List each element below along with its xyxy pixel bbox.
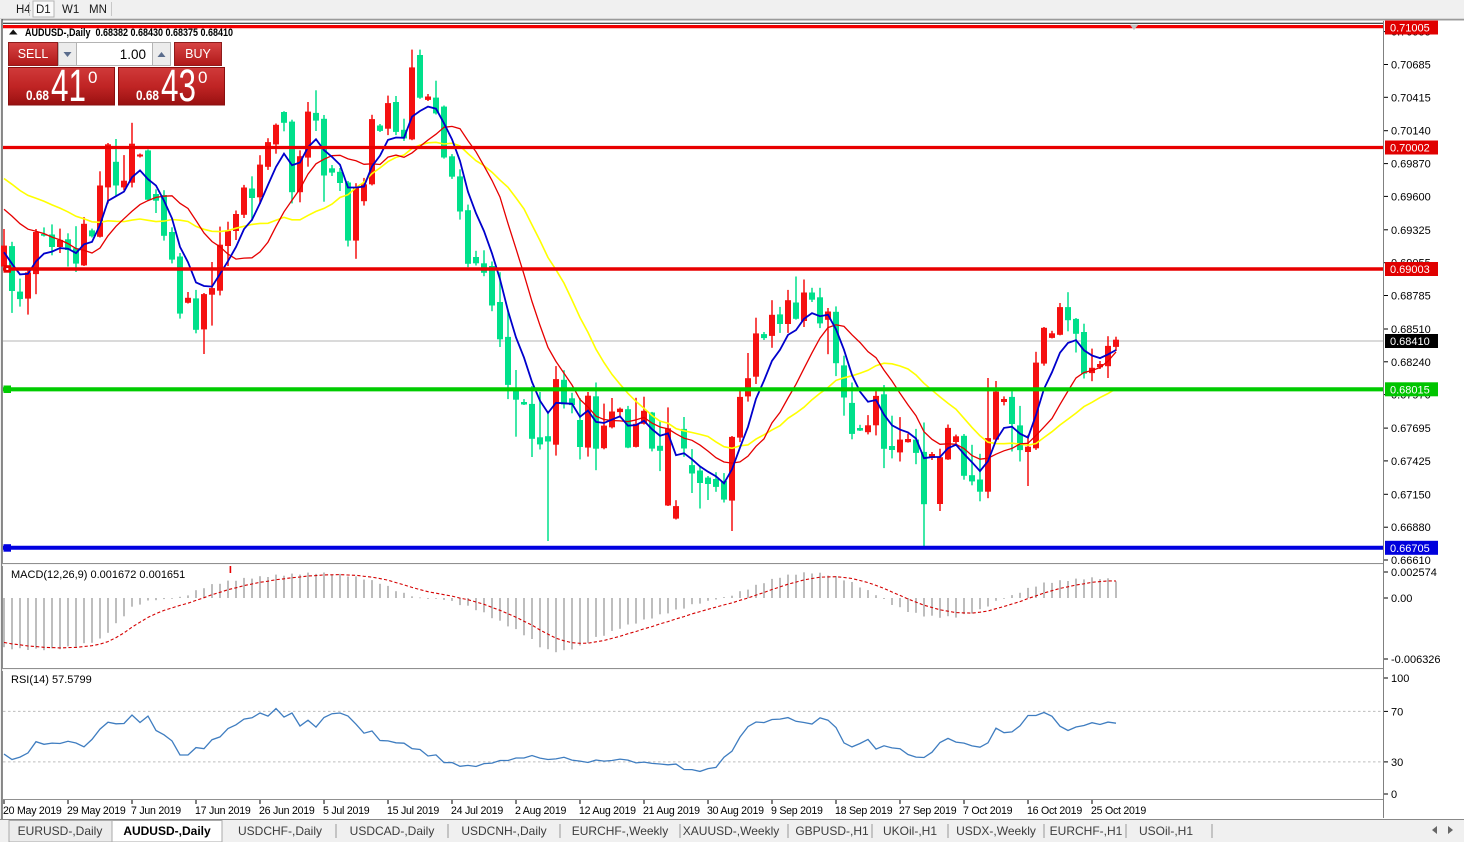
svg-text:W1: W1: [62, 4, 79, 16]
svg-text:0.68240: 0.68240: [1391, 357, 1431, 369]
svg-text:70: 70: [1391, 706, 1403, 718]
svg-text:0.70140: 0.70140: [1391, 126, 1431, 138]
svg-text:12 Aug 2019: 12 Aug 2019: [579, 805, 636, 817]
svg-text:D1: D1: [36, 4, 51, 16]
svg-text:20 May 2019: 20 May 2019: [3, 805, 62, 817]
svg-text:7 Oct 2019: 7 Oct 2019: [963, 805, 1013, 817]
svg-text:0.69325: 0.69325: [1391, 225, 1431, 237]
svg-text:17 Jun 2019: 17 Jun 2019: [195, 805, 251, 817]
svg-text:0: 0: [88, 68, 97, 87]
svg-text:15 Jul 2019: 15 Jul 2019: [387, 805, 439, 817]
svg-text:EURCHF-,Weekly: EURCHF-,Weekly: [572, 824, 668, 838]
svg-text:0.68785: 0.68785: [1391, 291, 1431, 303]
svg-text:18 Sep 2019: 18 Sep 2019: [835, 805, 893, 817]
svg-text:UKOil-,H1: UKOil-,H1: [883, 824, 937, 838]
svg-text:GBPUSD-,H1: GBPUSD-,H1: [795, 824, 869, 838]
svg-text:RSI(14) 57.5799: RSI(14) 57.5799: [11, 674, 92, 686]
svg-text:30 Aug 2019: 30 Aug 2019: [707, 805, 764, 817]
svg-text:26 Jun 2019: 26 Jun 2019: [259, 805, 315, 817]
svg-text:0.67150: 0.67150: [1391, 489, 1431, 501]
svg-text:EURUSD-,Daily: EURUSD-,Daily: [18, 824, 103, 838]
svg-text:41: 41: [51, 60, 86, 111]
svg-text:0.69600: 0.69600: [1391, 191, 1431, 203]
svg-text:24 Jul 2019: 24 Jul 2019: [451, 805, 503, 817]
svg-text:MN: MN: [89, 4, 107, 16]
svg-text:-0.006326: -0.006326: [1391, 654, 1441, 666]
svg-text:43: 43: [161, 60, 196, 111]
svg-text:0: 0: [198, 68, 207, 87]
svg-text:5 Jul 2019: 5 Jul 2019: [323, 805, 370, 817]
svg-text:0.68510: 0.68510: [1391, 324, 1431, 336]
svg-text:2 Aug 2019: 2 Aug 2019: [515, 805, 566, 817]
svg-text:0.66880: 0.66880: [1391, 522, 1431, 534]
svg-text:H4: H4: [16, 4, 31, 16]
svg-text:7 Jun 2019: 7 Jun 2019: [131, 805, 181, 817]
svg-text:EURCHF-,H1: EURCHF-,H1: [1050, 824, 1123, 838]
svg-text:0.70002: 0.70002: [1390, 143, 1430, 155]
svg-text:29 May 2019: 29 May 2019: [67, 805, 126, 817]
svg-text:USDCHF-,Daily: USDCHF-,Daily: [238, 824, 322, 838]
svg-text:AUDUSD-,Daily 0.68382 0.68430: AUDUSD-,Daily 0.68382 0.68430 0.68375 0.…: [25, 27, 233, 39]
svg-text:0.67425: 0.67425: [1391, 456, 1431, 468]
svg-text:27 Sep 2019: 27 Sep 2019: [899, 805, 957, 817]
svg-text:0.68410: 0.68410: [1390, 336, 1430, 348]
svg-text:0.71005: 0.71005: [1390, 23, 1430, 35]
svg-text:0.002574: 0.002574: [1391, 567, 1437, 579]
svg-text:0.68: 0.68: [26, 87, 49, 103]
svg-text:0.67695: 0.67695: [1391, 423, 1431, 435]
svg-text:30: 30: [1391, 757, 1403, 769]
svg-text:9 Sep 2019: 9 Sep 2019: [771, 805, 823, 817]
svg-text:0.69003: 0.69003: [1390, 264, 1430, 276]
svg-text:0: 0: [1391, 789, 1397, 801]
svg-text:XAUUSD-,Weekly: XAUUSD-,Weekly: [683, 824, 779, 838]
svg-text:0.68015: 0.68015: [1390, 384, 1430, 396]
svg-text:16 Oct 2019: 16 Oct 2019: [1027, 805, 1082, 817]
svg-text:USDCAD-,Daily: USDCAD-,Daily: [350, 824, 435, 838]
svg-text:0.68: 0.68: [136, 87, 159, 103]
svg-text:0.66610: 0.66610: [1391, 555, 1431, 567]
svg-text:0.66705: 0.66705: [1390, 543, 1430, 555]
svg-text:AUDUSD-,Daily: AUDUSD-,Daily: [123, 824, 211, 838]
svg-text:SELL: SELL: [18, 47, 49, 61]
svg-text:21 Aug 2019: 21 Aug 2019: [643, 805, 700, 817]
svg-text:0.70685: 0.70685: [1391, 60, 1431, 72]
svg-text:MACD(12,26,9) 0.001672 0.00165: MACD(12,26,9) 0.001672 0.001651: [11, 569, 185, 581]
svg-text:1.00: 1.00: [120, 47, 146, 62]
svg-text:BUY: BUY: [185, 47, 211, 61]
svg-text:25 Oct 2019: 25 Oct 2019: [1091, 805, 1146, 817]
svg-text:0.70415: 0.70415: [1391, 92, 1431, 104]
svg-text:0.69870: 0.69870: [1391, 159, 1431, 171]
svg-text:100: 100: [1391, 673, 1409, 685]
svg-text:USDX-,Weekly: USDX-,Weekly: [956, 824, 1036, 838]
svg-text:USDCNH-,Daily: USDCNH-,Daily: [461, 824, 546, 838]
svg-text:USOil-,H1: USOil-,H1: [1139, 824, 1193, 838]
svg-text:0.00: 0.00: [1391, 593, 1412, 605]
